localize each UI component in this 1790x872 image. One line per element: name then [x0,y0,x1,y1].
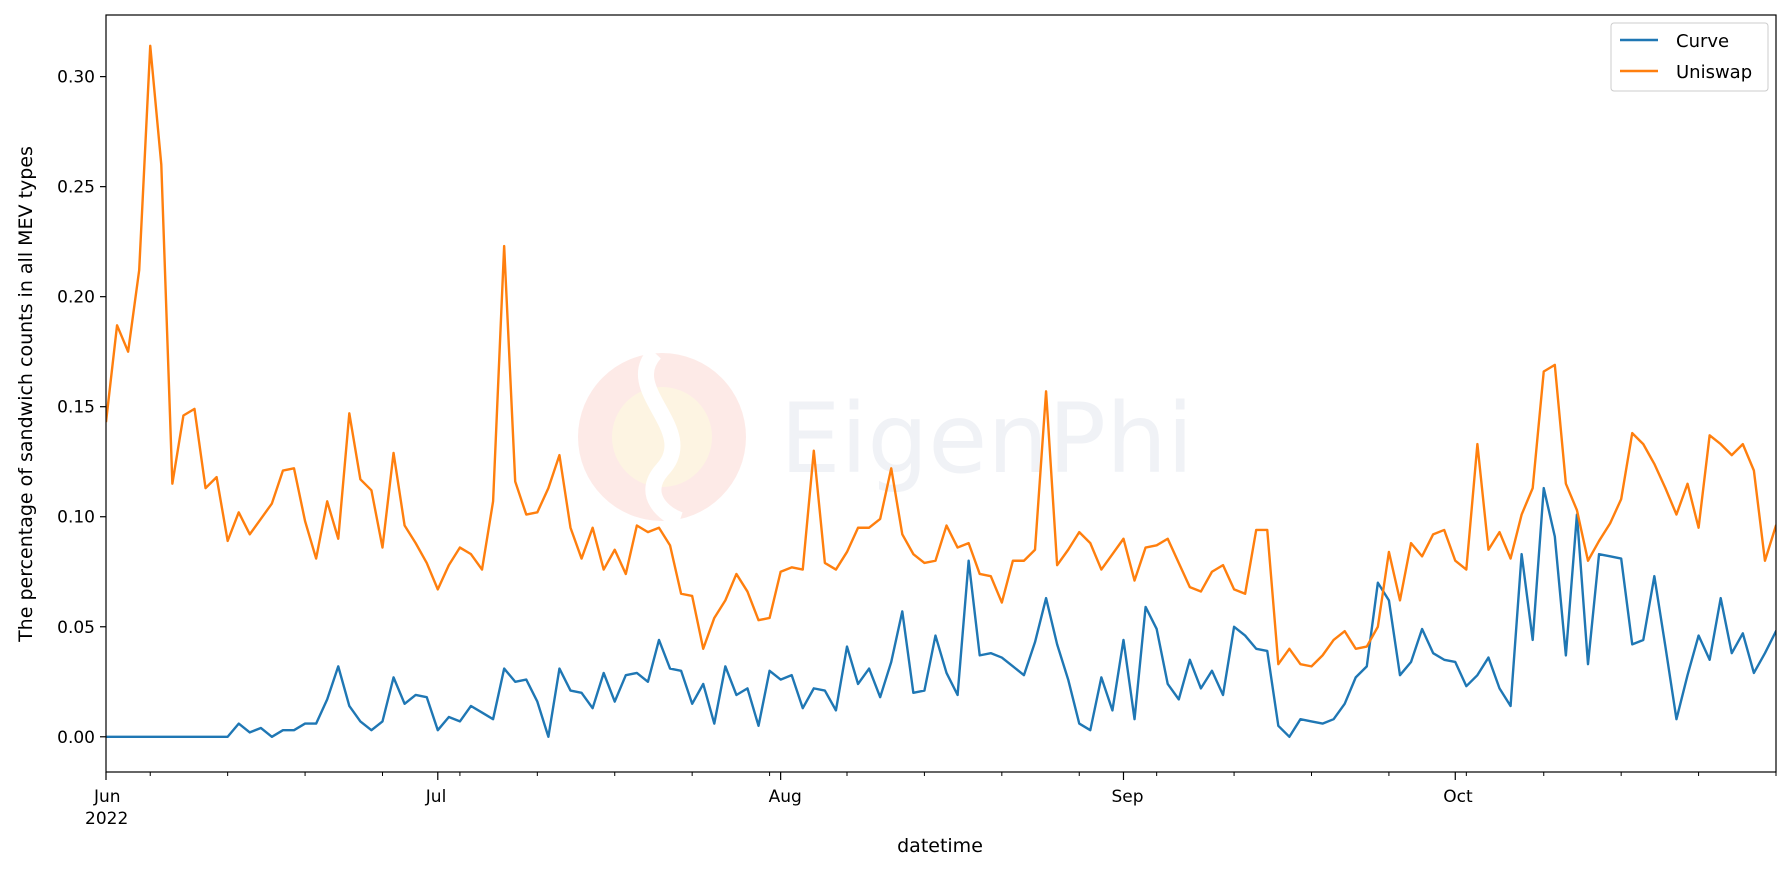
x-tick-label: Sep [1111,787,1143,807]
y-tick-label: 0.15 [57,398,95,418]
x-tick-label: Oct [1443,787,1473,807]
y-tick-label: 0.05 [57,618,95,638]
x-tick-label: Jul [425,787,447,807]
y-tick-label: 0.30 [57,68,95,88]
x-tick-label: Aug [769,787,802,807]
y-tick-label: 0.10 [57,508,95,528]
plot-frame [105,14,1777,773]
watermark: EigenPhi [578,347,1194,528]
y-tick-label: 0.20 [57,288,95,308]
y-axis-title: The percentage of sandwich counts in all… [15,146,37,643]
x-tick-label: Jun [93,787,121,807]
legend: Curve Uniswap [1610,22,1769,92]
watermark-text: EigenPhi [780,383,1194,495]
series-line-uniswap [106,44,1776,668]
y-axis: 0.00 0.05 0.10 0.15 0.20 0.25 0.30 [57,68,106,748]
watermark-logo-inner [612,387,712,487]
series-line-curve [106,486,1776,738]
plot-lines [106,44,1776,738]
legend-label-curve: Curve [1676,31,1729,52]
watermark-logo-swirl [638,347,683,528]
x-tick-sublabel: 2022 [85,809,128,829]
x-axis-title: datetime [897,835,983,857]
legend-label-uniswap: Uniswap [1676,62,1752,83]
y-tick-label: 0.00 [57,728,95,748]
y-tick-label: 0.25 [57,178,95,198]
